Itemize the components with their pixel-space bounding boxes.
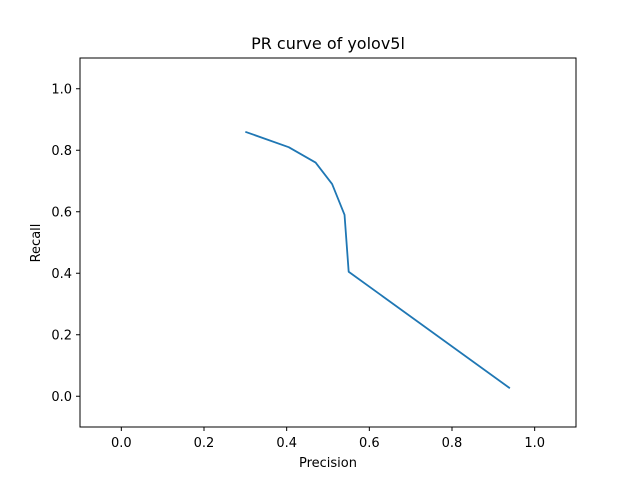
y-tick-label: 0.4: [51, 267, 72, 282]
y-tick-label: 1.0: [51, 82, 72, 97]
x-tick-label: 0.6: [359, 436, 380, 451]
pr-curve-line: [245, 130, 511, 389]
plot-frame: [79, 57, 577, 428]
x-tick-label: 0.8: [442, 436, 463, 451]
x-axis-label: Precision: [299, 456, 357, 471]
chart-title: PR curve of yolov5l: [251, 34, 405, 53]
x-tick-label: 0.0: [111, 436, 132, 451]
x-axis-ticks: 0.0 0.2 0.4 0.6 0.8 1.0: [111, 427, 545, 451]
y-axis-ticks: 0.0 0.2 0.4 0.6 0.8 1.0: [51, 82, 80, 405]
y-axis-label: Recall: [29, 224, 44, 263]
series-layer: [245, 130, 511, 389]
x-tick-label: 1.0: [524, 436, 545, 451]
x-tick-label: 0.2: [194, 436, 215, 451]
y-tick-label: 0.6: [51, 205, 72, 220]
plot-area: 0.0 0.2 0.4 0.6 0.8 1.0 0.0 0.2 0.4 0.6 0.8 1.0: [51, 57, 577, 451]
y-tick-label: 0.0: [51, 390, 72, 405]
y-tick-label: 0.8: [51, 144, 72, 159]
x-tick-label: 0.4: [276, 436, 297, 451]
y-tick-label: 0.2: [51, 328, 72, 343]
